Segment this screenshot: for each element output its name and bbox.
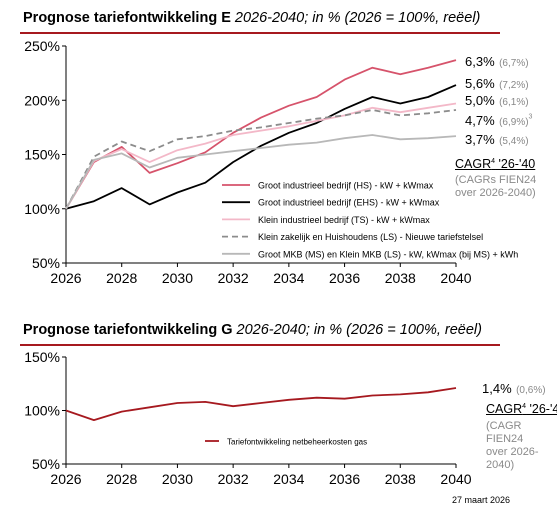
series-line-5 — [65, 134, 457, 210]
series-line-3 — [65, 102, 457, 210]
y-tick-label: 200% — [24, 92, 60, 108]
y-tick-label: 150% — [24, 147, 60, 163]
footer-date: 27 maart 2026 — [452, 495, 511, 505]
bottom-cagr-header: CAGR4 '26-'40 — [486, 402, 557, 416]
legend-label-3: Klein industrieel bedrijf (TS) - kW + kW… — [258, 215, 430, 225]
x-tick-label: 2036 — [329, 270, 360, 286]
legend-label-5: Groot MKB (MS) en Klein MKB (LS) - kW, k… — [258, 249, 518, 259]
y-tick-label: 50% — [32, 255, 60, 271]
x-tick-label: 2034 — [273, 270, 304, 286]
y-tick-label: 100% — [24, 201, 60, 217]
series-line-1 — [65, 387, 457, 422]
top-title-rule — [20, 32, 500, 34]
x-tick-label: 2038 — [385, 471, 416, 487]
bottom-cagr-subtitle: (CAGR FIEN24 over 2026-2040) — [486, 420, 539, 471]
x-tick-label: 2030 — [162, 471, 193, 487]
series-line-2 — [65, 84, 457, 210]
legend-label-4: Klein zakelijk en Huishoudens (LS) - Nie… — [258, 232, 483, 242]
bottom-title-rule — [20, 344, 500, 346]
x-tick-label: 2032 — [218, 471, 249, 487]
cagr-label-ehs: 5,6% (7,2%) — [465, 76, 529, 91]
y-tick-label: 100% — [24, 403, 60, 419]
y-tick-label: 150% — [24, 349, 60, 365]
x-tick-label: 2028 — [106, 471, 137, 487]
series-line-1 — [65, 59, 457, 210]
top-cagr-subtitle: (CAGRs FIEN24 over 2026-2040) — [455, 174, 537, 199]
cagr-label-mkb: 3,7% (5,4%) — [465, 132, 529, 147]
x-tick-label: 2040 — [440, 270, 471, 286]
x-tick-label: 2032 — [218, 270, 249, 286]
legend-label-1: Tariefontwikkeling netbeheerkosten gas — [227, 438, 367, 447]
x-tick-label: 2036 — [329, 471, 360, 487]
cagr-label-hs: 6,3% (6,7%) — [465, 54, 529, 69]
legend-label-1: Groot industrieel bedrijf (HS) - kW + kW… — [258, 181, 434, 191]
y-tick-label: 250% — [24, 38, 60, 54]
x-tick-label: 2026 — [50, 270, 81, 286]
legend-label-2: Groot industrieel bedrijf (EHS) - kW + k… — [258, 198, 440, 208]
bottom-chart-title: Prognose tariefontwikkeling G 2026-2040;… — [23, 322, 482, 338]
x-tick-label: 2028 — [106, 270, 137, 286]
y-tick-label: 50% — [32, 456, 60, 472]
cagr-label-ls: 4,7% (6,9%)3 — [465, 113, 533, 128]
cagr-label-ts: 5,0% (6,1%) — [465, 93, 529, 108]
x-tick-label: 2034 — [273, 471, 304, 487]
x-tick-label: 2030 — [162, 270, 193, 286]
x-tick-label: 2038 — [385, 270, 416, 286]
x-tick-label: 2040 — [440, 471, 471, 487]
cagr-label-gas: 1,4% (0,6%) — [482, 381, 546, 396]
x-tick-label: 2026 — [50, 471, 81, 487]
series-line-4 — [65, 109, 457, 210]
top-chart-title: Prognose tariefontwikkeling E 2026-2040;… — [23, 10, 481, 26]
top-cagr-header: CAGR4 '26-'40 — [455, 157, 536, 171]
